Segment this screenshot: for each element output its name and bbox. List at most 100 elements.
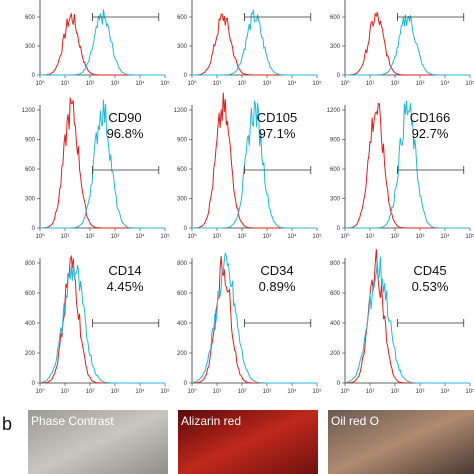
histogram-curve <box>345 102 470 229</box>
histogram-curve <box>40 99 165 229</box>
x-tick-label: 10² <box>238 234 247 240</box>
x-tick-label: 10¹ <box>366 81 375 87</box>
y-tick-label: 600 <box>330 291 341 297</box>
y-tick-label: 400 <box>177 321 188 327</box>
y-tick-label: 300 <box>25 44 36 50</box>
x-tick-label: 10² <box>391 389 400 395</box>
x-tick-label: 10⁴ <box>440 233 450 240</box>
percent-label: 97.1% <box>259 126 296 141</box>
x-tick-label: 10⁵ <box>465 233 474 240</box>
y-tick-label: 800 <box>177 261 188 267</box>
histogram-curve <box>345 100 470 229</box>
x-tick-label: 10⁴ <box>287 80 297 87</box>
y-tick-label: 0 <box>337 73 341 79</box>
x-tick-label: 10⁵ <box>465 388 474 395</box>
y-tick-label: 300 <box>177 44 188 50</box>
x-tick-label: 10¹ <box>213 234 222 240</box>
x-tick-label: 10⁵ <box>160 388 170 395</box>
x-tick-label: 10⁴ <box>440 388 450 395</box>
x-tick-label: 10⁴ <box>135 80 145 87</box>
photo-caption: Phase Contrast <box>31 414 114 428</box>
x-tick-label: 10⁰ <box>340 80 350 87</box>
x-tick-label: 10³ <box>111 81 120 87</box>
y-tick-label: 1200 <box>174 108 188 114</box>
x-tick-label: 10¹ <box>366 389 375 395</box>
x-tick-label: 10⁴ <box>287 233 297 240</box>
histogram-curve <box>192 13 317 76</box>
y-tick-label: 600 <box>330 15 341 21</box>
x-tick-label: 10³ <box>263 389 272 395</box>
marker-label: CD105 <box>257 110 297 125</box>
y-tick-label: 600 <box>25 291 36 297</box>
photo <box>328 410 474 474</box>
x-tick-label: 10¹ <box>366 234 375 240</box>
x-tick-label: 10³ <box>263 234 272 240</box>
y-tick-label: 600 <box>177 167 188 173</box>
histogram-curve <box>345 14 470 76</box>
y-tick-label: 900 <box>330 138 341 144</box>
x-tick-label: 10² <box>391 234 400 240</box>
x-tick-label: 10⁵ <box>160 233 170 240</box>
histogram-curve <box>192 9 317 76</box>
photo-caption: Alizarin red <box>181 414 241 428</box>
histogram-curve <box>345 249 470 384</box>
x-tick-label: 10³ <box>263 81 272 87</box>
y-tick-label: 800 <box>330 261 341 267</box>
x-tick-label: 10² <box>86 389 95 395</box>
histogram-curve <box>192 100 317 229</box>
y-tick-label: 300 <box>25 197 36 203</box>
y-tick-label: 200 <box>177 351 188 357</box>
percent-label: 96.8% <box>107 126 144 141</box>
x-tick-label: 10¹ <box>213 389 222 395</box>
x-tick-label: 10¹ <box>61 389 70 395</box>
x-tick-label: 10⁰ <box>35 80 45 87</box>
y-tick-label: 300 <box>330 197 341 203</box>
y-tick-label: 600 <box>330 167 341 173</box>
x-tick-label: 10¹ <box>213 81 222 87</box>
y-tick-label: 600 <box>177 15 188 21</box>
y-tick-label: 0 <box>337 226 341 232</box>
y-tick-label: 600 <box>177 291 188 297</box>
y-tick-label: 0 <box>32 226 36 232</box>
photo-strip: b Phase Contrast Alizarin red Oil red O <box>2 410 474 474</box>
x-tick-label: 10¹ <box>61 234 70 240</box>
percent-label: 92.7% <box>412 126 449 141</box>
histogram-curve <box>39 263 165 384</box>
histogram-curve <box>40 254 165 384</box>
y-tick-label: 0 <box>337 381 341 387</box>
y-tick-label: 300 <box>177 197 188 203</box>
x-tick-label: 10⁵ <box>160 80 170 87</box>
y-tick-label: 0 <box>184 226 188 232</box>
marker-label: CD90 <box>108 110 141 125</box>
photo-caption: Oil red O <box>331 414 379 428</box>
photo <box>28 410 168 474</box>
x-tick-label: 10² <box>238 81 247 87</box>
y-tick-label: 800 <box>25 261 36 267</box>
x-tick-label: 10⁰ <box>340 388 350 395</box>
y-tick-label: 200 <box>25 351 36 357</box>
x-tick-label: 10⁵ <box>312 388 322 395</box>
y-tick-label: 0 <box>184 73 188 79</box>
y-tick-label: 900 <box>177 138 188 144</box>
x-tick-label: 10⁵ <box>312 80 322 87</box>
x-tick-label: 10² <box>86 81 95 87</box>
x-tick-label: 10⁰ <box>340 233 350 240</box>
y-tick-label: 0 <box>32 381 36 387</box>
marker-label: CD166 <box>410 110 450 125</box>
y-tick-label: 600 <box>25 15 36 21</box>
histogram-curve <box>344 256 470 384</box>
y-tick-label: 200 <box>330 351 341 357</box>
y-tick-label: 300 <box>330 44 341 50</box>
panel-label: b <box>2 414 12 434</box>
x-tick-label: 10² <box>391 81 400 87</box>
marker-label: CD45 <box>413 263 446 278</box>
x-tick-label: 10⁰ <box>187 80 197 87</box>
x-tick-label: 10³ <box>111 234 120 240</box>
photo <box>178 410 318 474</box>
y-tick-label: 0 <box>32 73 36 79</box>
percent-label: 4.45% <box>107 279 144 294</box>
marker-label: CD14 <box>108 263 141 278</box>
x-tick-label: 10² <box>86 234 95 240</box>
y-tick-label: 400 <box>330 321 341 327</box>
